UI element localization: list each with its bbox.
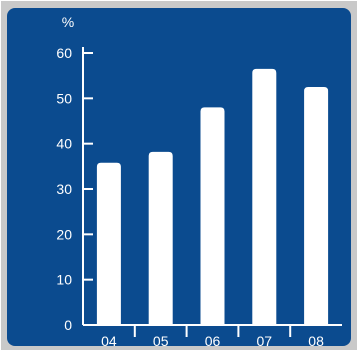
y-tick-label: 0 (64, 317, 72, 333)
x-tick-label: 07 (257, 333, 273, 349)
x-tick-label: 04 (101, 333, 117, 349)
x-tick-label: 05 (153, 333, 169, 349)
x-tick-label: 08 (308, 333, 324, 349)
y-axis-label: % (62, 14, 74, 30)
chart-layer: 0 10 20 30 40 50 60% 04 05 06 07 08 (56, 14, 342, 349)
y-tick-label: 50 (56, 90, 72, 106)
bar (148, 151, 173, 325)
y-tick-label: 60 (56, 45, 72, 61)
bar (252, 68, 277, 325)
bar (200, 107, 225, 326)
y-tick-label: 40 (56, 136, 72, 152)
bar (96, 162, 121, 325)
bar (304, 87, 329, 325)
x-tick-label: 06 (205, 333, 221, 349)
y-tick-label: 20 (56, 226, 72, 242)
y-tick-label: 30 (56, 181, 72, 197)
y-tick-label: 10 (56, 272, 72, 288)
